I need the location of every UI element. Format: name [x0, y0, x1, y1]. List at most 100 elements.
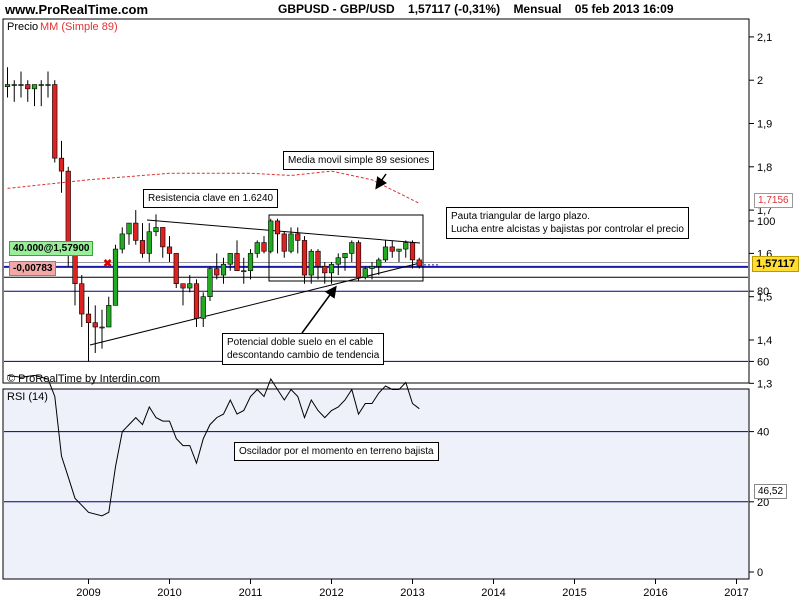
- ma-annotation: Media movil simple 89 sesiones: [283, 151, 435, 170]
- candle-body: [166, 246, 173, 254]
- time-axis-label: 2011: [239, 587, 263, 599]
- candle-body: [85, 313, 92, 323]
- candle: [349, 240, 355, 263]
- rsi-axis-label: 80: [757, 286, 769, 298]
- candle-body: [315, 250, 321, 267]
- candle: [227, 253, 233, 271]
- candle-body: [288, 233, 294, 252]
- candle: [193, 279, 200, 328]
- candle-body: [369, 266, 375, 269]
- candle: [85, 296, 92, 362]
- candle-body: [409, 242, 416, 261]
- time-axis-label: 2012: [319, 587, 343, 599]
- rsi-panel: [2, 388, 750, 580]
- candle-body: [274, 220, 281, 235]
- candle: [241, 257, 247, 284]
- candle: [133, 210, 139, 245]
- order-cancel-icon[interactable]: ✖: [103, 258, 113, 270]
- candle: [396, 248, 402, 263]
- candle: [376, 257, 382, 276]
- candle: [25, 80, 31, 102]
- candle-body: [261, 242, 267, 252]
- candle: [79, 275, 85, 328]
- candle-body: [295, 233, 301, 241]
- candle: [119, 227, 125, 254]
- candle-body: [241, 270, 247, 273]
- candle: [335, 253, 341, 276]
- candle: [214, 253, 220, 280]
- rsi-note-text: Oscilador por el momento en terreno baji…: [239, 446, 434, 457]
- copyright-label: © ProRealTime by Interdin.com: [7, 373, 160, 385]
- candle: [288, 227, 294, 254]
- candle: [166, 236, 173, 263]
- candle: [139, 223, 146, 258]
- double-bottom-annotation: Potencial doble suelo en el cable descon…: [222, 333, 385, 365]
- candle-body: [160, 227, 166, 248]
- legend-precio: Precio: [7, 21, 38, 33]
- candle-body: [79, 283, 85, 315]
- time-axis-label: 2016: [643, 587, 667, 599]
- double-bottom-arrow: [301, 285, 337, 334]
- candle: [315, 249, 321, 280]
- rsi-axis-label: 100: [757, 216, 775, 228]
- candle: [112, 244, 119, 306]
- candle: [261, 236, 267, 254]
- site-name[interactable]: www.ProRealTime.com: [5, 2, 149, 17]
- time-axis-label: 2015: [562, 587, 586, 599]
- rsi-axis-label: 20: [757, 497, 769, 509]
- rsi-title: RSI (14): [7, 391, 48, 403]
- candle-body: [200, 296, 206, 319]
- price-axis-label: 1,5: [757, 292, 772, 304]
- candle-body: [308, 250, 314, 276]
- price-axis-label: 1,9: [757, 119, 772, 131]
- candle-body: [65, 170, 71, 250]
- candle-body: [268, 220, 274, 252]
- candle-body: [362, 268, 368, 278]
- candle: [146, 223, 152, 263]
- price-axis-label: 1,4: [757, 335, 772, 347]
- candle-body: [4, 84, 11, 87]
- candle: [4, 67, 11, 98]
- candle-body: [119, 233, 125, 250]
- price-tag-text: 1,57117: [756, 258, 796, 270]
- candle-body: [234, 253, 240, 272]
- double-bottom-text-2: descontando cambio de tendencia: [227, 350, 380, 361]
- candle-body: [92, 322, 98, 328]
- order-tag[interactable]: 40.000@1,57900: [9, 241, 94, 256]
- candle-body: [11, 84, 17, 86]
- resistance-text: Resistencia clave en 1.6240: [148, 193, 274, 204]
- price-axis-label: 2,1: [757, 32, 772, 44]
- candle: [389, 240, 395, 258]
- candle-body: [355, 242, 362, 278]
- candle-body: [52, 84, 58, 159]
- candle-body: [322, 266, 328, 274]
- candle-body: [416, 259, 422, 267]
- candle: [45, 71, 51, 98]
- candle-body: [207, 268, 213, 297]
- candle: [416, 257, 422, 269]
- candle: [160, 227, 166, 258]
- candle: [92, 305, 98, 353]
- legend-moving-average: MM (Simple 89): [40, 21, 118, 33]
- candle-body: [106, 305, 112, 328]
- rsi-axis-label: 0: [757, 567, 763, 579]
- triangle-upper-trendline: [146, 219, 421, 244]
- price-axis-label: 1,3: [757, 378, 772, 390]
- candle-body: [45, 84, 51, 86]
- candle-body: [335, 257, 341, 265]
- candle-body: [133, 222, 139, 241]
- order-pl-text: -0,00783: [13, 263, 53, 274]
- candle: [295, 227, 301, 254]
- candle: [187, 275, 193, 293]
- candle: [308, 249, 314, 284]
- price-axis-label: 1,8: [757, 162, 772, 174]
- chart-header: www.ProRealTime.com GBPUSD - GBP/USD 1,5…: [0, 0, 800, 18]
- candle-body: [38, 84, 44, 86]
- candle: [403, 240, 409, 258]
- candle-body: [328, 263, 335, 274]
- rsi-annotation: Oscilador por el momento en terreno baji…: [234, 442, 439, 461]
- candle-body: [31, 84, 38, 90]
- rsi-line: [7, 374, 420, 517]
- candle: [99, 309, 105, 349]
